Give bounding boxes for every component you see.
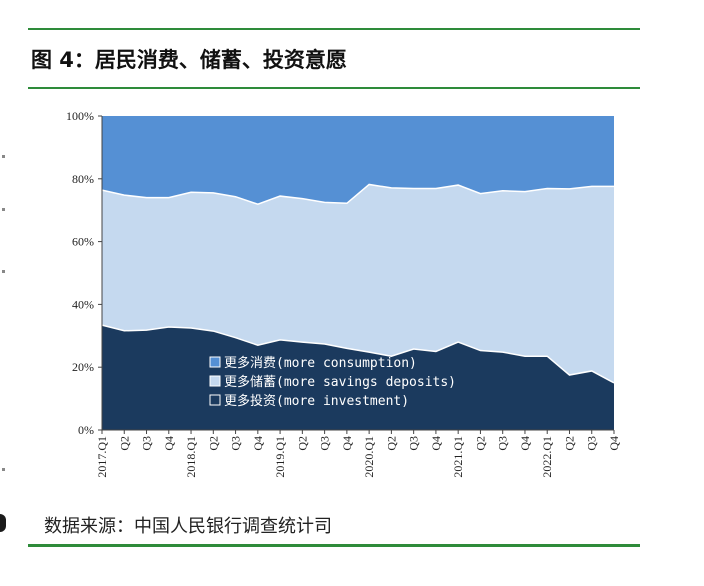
page-edge-tick [2,208,5,211]
area-更多消费(more consumption) [102,116,614,205]
x-tick-label: 2020.Q1 [362,436,376,478]
page-edge-tick [2,155,5,158]
x-tick-label: Q2 [384,436,398,451]
x-tick-label: 2018.Q1 [184,436,198,478]
stacked-area-chart: 0% 20% 40% 60% 80% 100% 2017.Q1 Q2 Q3 Q4 2018.Q1 Q2… [66,109,621,478]
x-tick-label: Q2 [295,436,309,451]
legend-label: 更多消费(more consumption) [224,355,417,371]
x-tick-label: Q3 [318,436,332,451]
x-tick-label: Q3 [496,436,510,451]
x-tick-label: 2019.Q1 [273,436,287,478]
legend-swatch [209,356,221,368]
bottom-rule [28,544,640,547]
x-tick-label: Q2 [117,436,131,451]
x-tick-label: Q2 [473,436,487,451]
y-tick-label: 20% [72,360,94,374]
y-tick-label: 100% [66,109,94,123]
source-note: 数据来源：中国人民银行调查统计司 [44,516,332,537]
page-edge-tick [2,468,5,471]
x-tick-label: Q3 [229,436,243,451]
x-tick-label: Q2 [562,436,576,451]
series-boundary-line [101,324,615,384]
x-tick-label: Q4 [429,436,443,451]
legend-swatch [209,394,221,406]
y-tick-label: 60% [72,235,94,249]
legend-label: 更多投资(more investment) [224,393,409,409]
page-edge-tick [2,270,5,273]
y-tick-label: 0% [78,423,94,437]
x-tick-label: 2017.Q1 [95,436,109,478]
x-tick-label: Q3 [407,436,421,451]
x-tick-label: Q3 [140,436,154,451]
figure-title: 图 4：居民消费、储蓄、投资意愿 [31,48,347,72]
top-rule [28,28,640,30]
x-tick-label: 2022.Q1 [540,436,554,478]
legend-swatch [209,375,221,387]
x-tick-label: Q2 [206,436,220,451]
x-tick-label: 2021.Q1 [451,436,465,478]
area-更多储蓄(more savings deposits) [102,184,614,383]
page-edge-mark [0,514,6,532]
title-underline [28,87,640,89]
x-tick-label: Q4 [251,436,265,451]
legend-label: 更多储蓄(more savings deposits) [224,374,456,390]
series-boundary-line [101,183,614,206]
x-tick-label: Q4 [518,436,532,451]
x-tick-label: Q3 [585,436,599,451]
x-tick-label: Q4 [607,436,621,451]
y-tick-label: 80% [72,172,94,186]
x-tick-label: Q4 [340,436,354,451]
y-tick-label: 40% [72,297,94,311]
x-tick-label: Q4 [162,436,176,451]
